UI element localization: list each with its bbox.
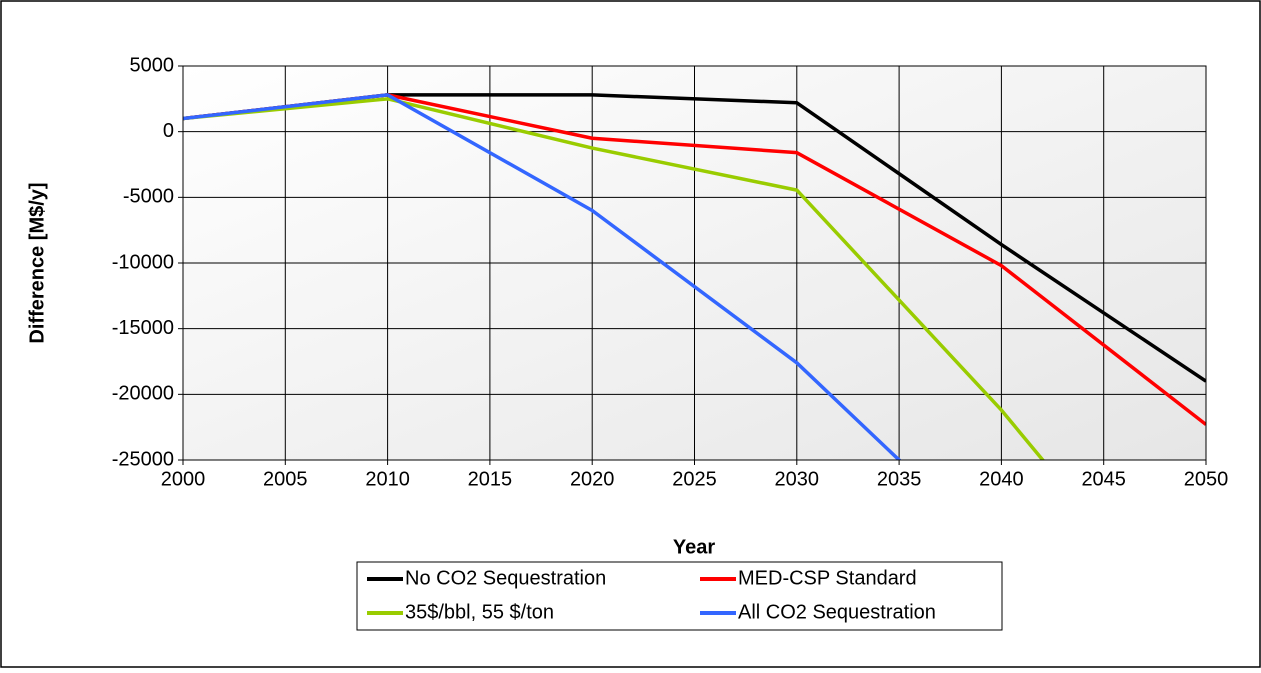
legend-label: No CO2 Sequestration	[405, 567, 606, 589]
x-tick-label: 2035	[877, 468, 922, 490]
x-tick-label: 2030	[775, 468, 820, 490]
series-line	[183, 97, 1046, 460]
x-tick-label: 2005	[263, 468, 308, 490]
legend	[356, 561, 1003, 631]
legend-label: MED-CSP Standard	[738, 567, 917, 589]
x-axis-title: Year	[673, 536, 715, 558]
y-axis-title: Difference [M$/y]	[26, 182, 48, 343]
x-tick-label: 2010	[365, 468, 410, 490]
y-tick-label: -20000	[112, 383, 174, 405]
y-tick-label: 0	[163, 120, 174, 142]
x-tick-label: 2050	[1184, 468, 1229, 490]
y-tick-label: -15000	[112, 317, 174, 339]
x-tick-label: 2000	[161, 468, 206, 490]
legend-label: 35$/bbl, 55 $/ton	[405, 601, 554, 623]
y-tick-label: -10000	[112, 251, 174, 273]
x-tick-label: 2015	[468, 468, 513, 490]
y-tick-label: 5000	[130, 54, 175, 76]
y-tick-label: -5000	[123, 186, 174, 208]
x-tick-label: 2045	[1081, 468, 1126, 490]
x-tick-label: 2020	[570, 468, 615, 490]
y-tick-label: -25000	[112, 448, 174, 470]
series-line	[183, 93, 902, 460]
x-tick-label: 2040	[979, 468, 1024, 490]
legend-label: All CO2 Sequestration	[738, 601, 936, 623]
x-tick-label: 2025	[672, 468, 717, 490]
